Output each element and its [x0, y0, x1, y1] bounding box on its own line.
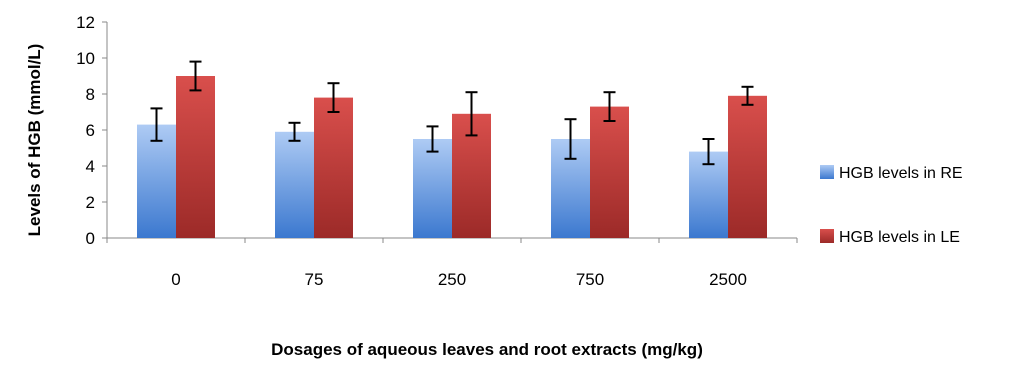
x-tick-label: 250 [438, 270, 466, 289]
y-tick-label: 10 [76, 49, 95, 68]
legend-label-re: HGB levels in RE [839, 165, 963, 182]
y-tick-label: 8 [86, 85, 95, 104]
legend-swatch-le [820, 229, 834, 243]
y-tick-label: 4 [86, 157, 95, 176]
bar-re [689, 151, 728, 238]
bar-le [728, 95, 767, 238]
bar-le [176, 76, 215, 238]
bar-re [413, 139, 452, 238]
bar-re [137, 124, 176, 238]
x-tick-label: 2500 [709, 270, 747, 289]
y-tick-label: 2 [86, 193, 95, 212]
bar-re [275, 131, 314, 238]
x-axis-title: Dosages of aqueous leaves and root extra… [271, 340, 703, 359]
y-tick-label: 6 [86, 121, 95, 140]
x-tick-label: 75 [305, 270, 324, 289]
bar-le [590, 106, 629, 238]
y-tick-label: 12 [76, 13, 95, 32]
y-tick-label: 0 [86, 229, 95, 248]
y-axis-title: Levels of HGB (mmol/L) [25, 44, 44, 237]
x-tick-label: 0 [171, 270, 180, 289]
legend-label-le: HGB levels in LE [839, 229, 960, 246]
x-tick-label: 750 [576, 270, 604, 289]
legend-swatch-re [820, 165, 834, 179]
bar-le [314, 97, 353, 238]
